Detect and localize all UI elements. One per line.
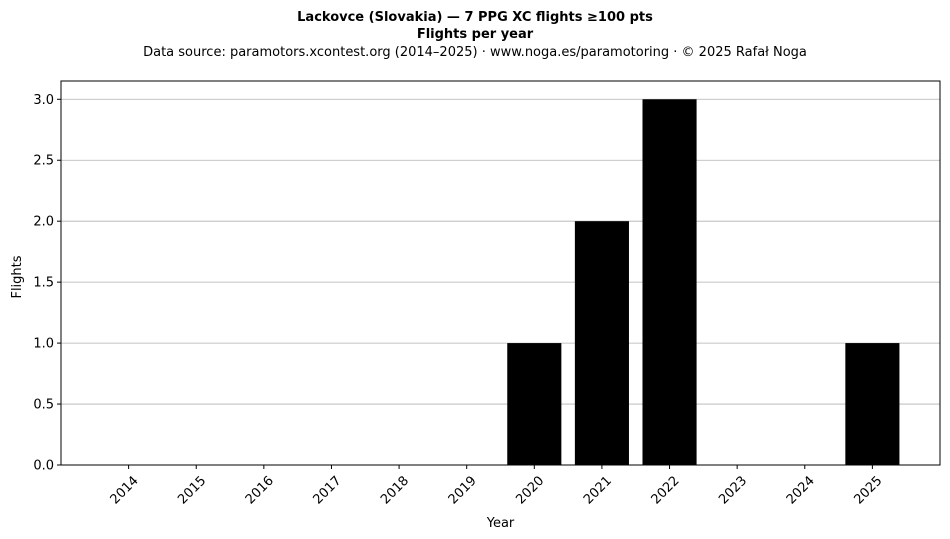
y-tick-label: 2.5: [33, 154, 54, 169]
x-tick-label: 2023: [716, 473, 750, 507]
x-tick-label: 2024: [784, 473, 818, 507]
y-tick-label: 3.0: [33, 93, 54, 108]
y-tick-label: 1.0: [33, 337, 54, 352]
plot-area-frame: [60, 80, 941, 466]
bar-2022: [642, 99, 697, 466]
x-tick-label: 2015: [175, 473, 209, 507]
bar-2025: [845, 343, 900, 465]
y-tick-label: 0.5: [33, 398, 54, 413]
chart-subtitle: Flights per year: [417, 27, 534, 42]
x-axis-label: Year: [486, 516, 515, 531]
chart-source-note: Data source: paramotors.xcontest.org (20…: [143, 45, 807, 60]
y-tick-label: 1.5: [33, 276, 54, 291]
x-tick-label: 2018: [378, 473, 412, 507]
gridlines: [61, 98, 940, 466]
bars: [507, 99, 900, 466]
y-axis-label: Flights: [10, 255, 25, 298]
x-axis-ticks: 2014 2015 2016 2017 2018 2019 2020 2021 2022 2023…: [108, 465, 885, 507]
x-tick-label: 2019: [446, 473, 480, 507]
y-axis-ticks: 0.0 0.5 1.0 1.5 2.0 2.5 3.0: [33, 93, 61, 474]
x-tick-label: 2014: [108, 473, 142, 507]
x-tick-label: 2017: [311, 473, 345, 507]
bar-2020: [507, 343, 562, 465]
bar-2021: [574, 221, 629, 465]
x-tick-label: 2025: [851, 473, 885, 507]
x-tick-label: 2021: [581, 473, 615, 507]
chart-title: Lackovce (Slovakia) — 7 PPG XC flights ≥…: [297, 10, 653, 25]
y-tick-label: 2.0: [33, 215, 54, 230]
x-tick-label: 2022: [649, 473, 683, 507]
x-tick-label: 2016: [243, 473, 277, 507]
y-tick-label: 0.0: [33, 459, 54, 474]
x-tick-label: 2020: [513, 473, 547, 507]
